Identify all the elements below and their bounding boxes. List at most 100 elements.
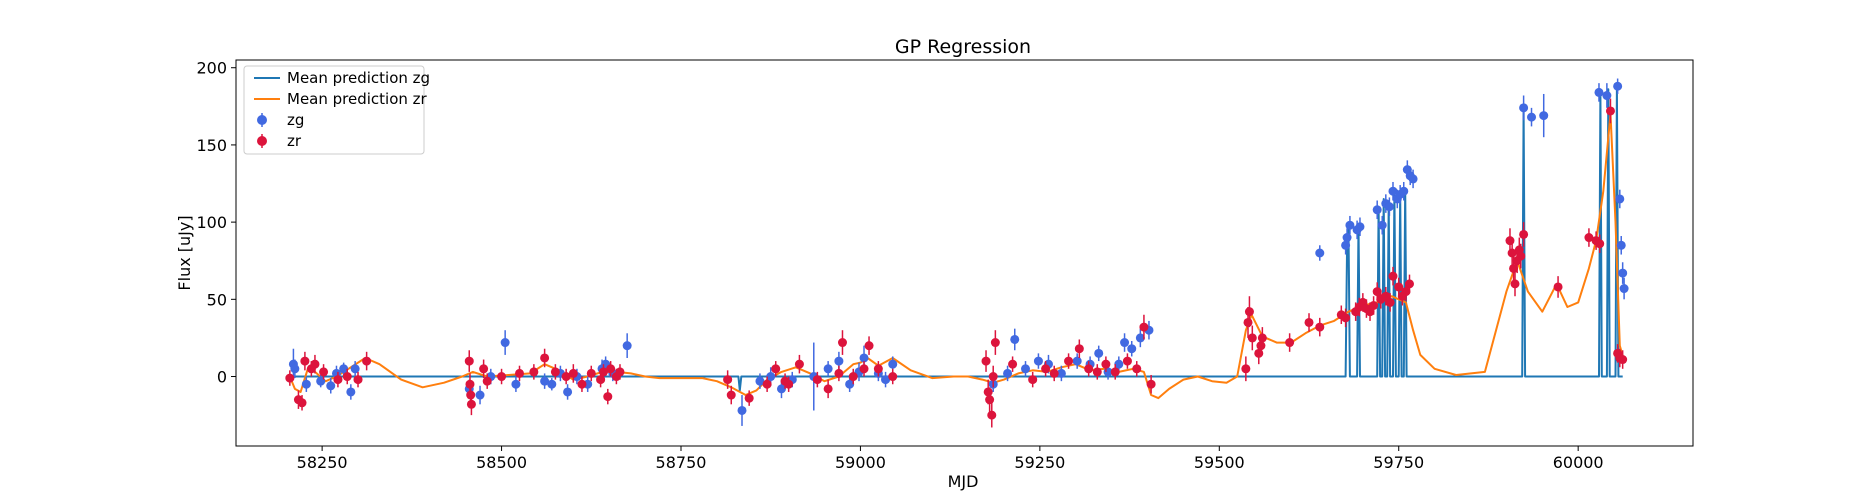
plot-series: [285, 78, 1629, 428]
chart-title: GP Regression: [895, 36, 1031, 58]
data-point-zg: [1408, 174, 1418, 184]
data-point-zg: [1384, 202, 1394, 212]
data-point-zr: [1372, 287, 1382, 297]
x-axis-label: MJD: [948, 472, 979, 491]
data-point-zr: [1509, 263, 1519, 273]
data-point-zr: [1516, 251, 1526, 261]
legend: Mean prediction zg Mean prediction zr zg…: [243, 65, 430, 155]
data-point-zr: [888, 372, 898, 382]
x-tick-label: 59500: [1194, 453, 1245, 472]
y-tick-label: 100: [196, 213, 227, 232]
data-point-zg: [346, 387, 356, 397]
data-point-zg: [1388, 186, 1398, 196]
data-point-zr: [1519, 229, 1529, 239]
data-point-zr: [848, 372, 858, 382]
data-point-zg: [339, 364, 349, 374]
data-point-zr: [1139, 322, 1149, 332]
data-point-zg: [1120, 338, 1130, 348]
data-point-zg: [1399, 186, 1409, 196]
data-point-zg: [1377, 220, 1387, 230]
plot-area: [285, 78, 1629, 428]
data-point-zr: [1605, 106, 1615, 116]
series-zr: [285, 98, 1628, 428]
data-point-zr: [1256, 341, 1266, 351]
axis-ticks: 58250 58500 58750 59000 59250 59500 59750 60000…: [196, 59, 1603, 472]
legend-label-zr-mean: Mean prediction zr: [287, 90, 428, 108]
x-tick-label: 58500: [476, 453, 527, 472]
series-zg: [288, 78, 1629, 426]
data-point-zr: [1285, 338, 1295, 348]
data-point-zg: [350, 364, 360, 374]
data-point-zg: [1539, 111, 1549, 121]
data-point-zr: [464, 356, 474, 366]
data-point-zr: [726, 390, 736, 400]
data-point-zg: [1114, 359, 1124, 369]
data-point-zr: [1394, 282, 1404, 292]
data-point-zg: [1594, 87, 1604, 97]
data-point-zg: [1618, 268, 1628, 278]
data-point-zg: [845, 379, 855, 389]
data-point-zr: [1241, 364, 1251, 374]
data-point-zr: [1101, 359, 1111, 369]
data-point-zr: [771, 364, 781, 374]
data-point-zg: [1315, 248, 1325, 258]
x-tick-label: 60000: [1553, 453, 1604, 472]
data-point-zr: [1074, 344, 1084, 354]
data-point-zr: [482, 376, 492, 386]
data-point-zg: [1602, 91, 1612, 101]
data-point-zr: [297, 398, 307, 408]
data-point-zr: [784, 379, 794, 389]
data-point-zr: [1304, 317, 1314, 327]
data-point-zg: [834, 356, 844, 366]
y-axis-label: Flux [uJy]: [175, 215, 194, 290]
data-point-zr: [1122, 356, 1132, 366]
data-point-zg: [326, 381, 336, 391]
data-point-zg: [1519, 103, 1529, 113]
data-point-zg: [823, 364, 833, 374]
data-point-zg: [1094, 348, 1104, 358]
data-point-zr: [466, 399, 476, 409]
legend-label-zg-mean: Mean prediction zg: [287, 69, 430, 87]
data-point-zr: [1041, 364, 1051, 374]
plot-frame: [235, 59, 1694, 447]
data-point-zr: [603, 392, 613, 402]
data-point-zr: [988, 372, 998, 382]
data-point-zr: [568, 368, 578, 378]
data-point-zg: [1072, 356, 1082, 366]
data-point-zg: [881, 375, 891, 385]
data-point-zr: [823, 384, 833, 394]
data-point-zg: [1127, 344, 1137, 354]
x-tick-label: 59750: [1373, 453, 1424, 472]
data-point-zr: [1243, 317, 1253, 327]
legend-marker-zr: [257, 136, 267, 146]
data-point-zr: [479, 364, 489, 374]
data-point-zg: [755, 376, 765, 386]
data-point-zr: [812, 375, 822, 385]
data-point-zg: [888, 359, 898, 369]
data-point-zg: [1372, 205, 1382, 215]
y-tick-label: 50: [207, 290, 227, 309]
x-tick-label: 59250: [1014, 453, 1065, 472]
data-point-zg: [1341, 240, 1351, 250]
data-point-zr: [981, 356, 991, 366]
data-point-zr: [1618, 355, 1628, 365]
data-point-zr: [1385, 297, 1395, 307]
data-point-zr: [873, 364, 883, 374]
data-point-zr: [1008, 359, 1018, 369]
data-point-zg: [563, 387, 573, 397]
data-point-zg: [737, 405, 747, 415]
data-point-zr: [353, 375, 363, 385]
data-point-zr: [864, 341, 874, 351]
y-tick-label: 200: [196, 59, 227, 78]
legend-label-zr: zr: [287, 132, 302, 150]
data-point-zr: [1315, 322, 1325, 332]
data-point-zg: [1033, 356, 1043, 366]
data-point-zg: [776, 384, 786, 394]
data-point-zr: [1369, 300, 1379, 310]
data-point-zr: [1505, 236, 1515, 246]
data-point-zr: [333, 375, 343, 385]
data-point-zr: [1257, 333, 1267, 343]
data-point-zg: [301, 379, 311, 389]
data-point-zr: [540, 353, 550, 363]
